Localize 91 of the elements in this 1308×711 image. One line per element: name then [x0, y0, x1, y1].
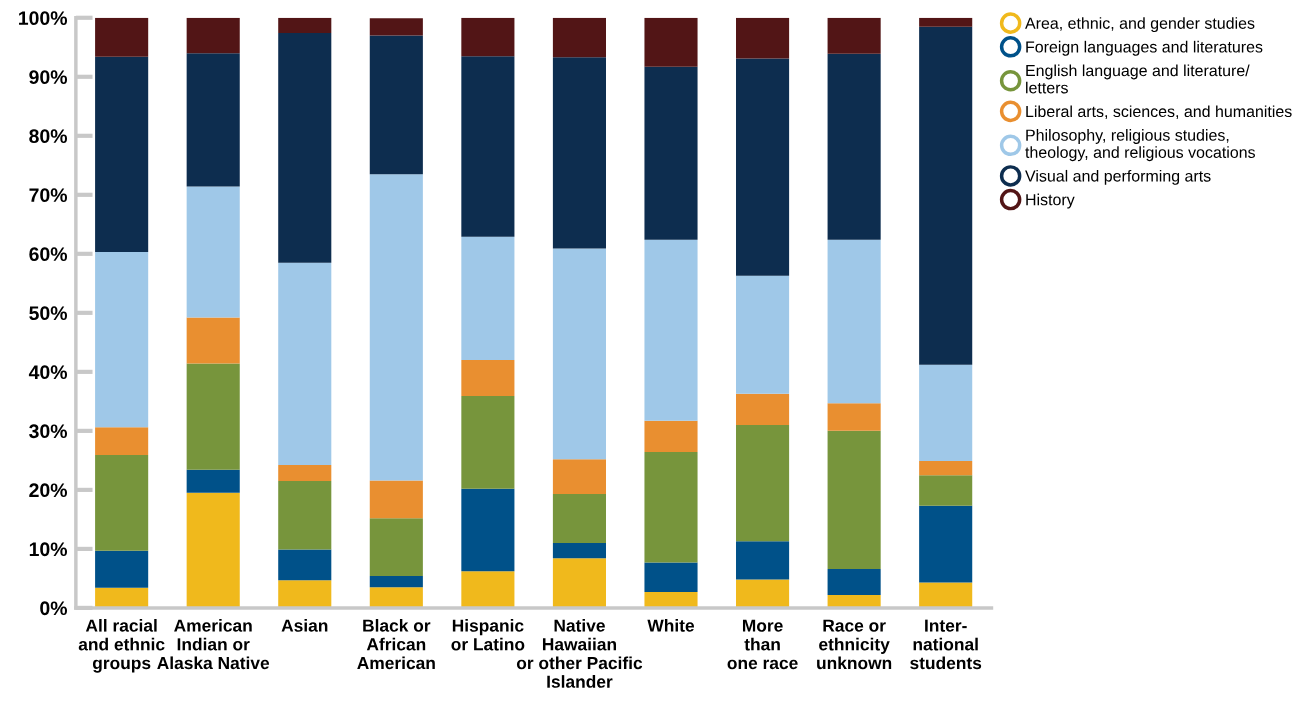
bar [736, 393, 790, 425]
bar [95, 252, 149, 428]
bar [552, 494, 606, 543]
bar [186, 317, 240, 364]
legend-label: Liberal arts, sciences, and humanities [1026, 105, 1292, 119]
bar [369, 35, 423, 175]
bar [644, 562, 698, 592]
legend-label: Visual and performing arts [1025, 169, 1211, 185]
bar [95, 427, 149, 456]
bar [736, 424, 790, 542]
bar [552, 57, 606, 249]
x-tick-label: Asian [281, 619, 328, 632]
y-tick-label: 80% [29, 129, 68, 144]
bar [369, 587, 423, 608]
bar [644, 239, 698, 421]
bar [827, 430, 881, 569]
bar [552, 542, 606, 559]
bar [95, 56, 149, 253]
bar [186, 186, 240, 318]
bar [644, 420, 698, 453]
bar [919, 475, 973, 506]
y-tick-label: 70% [29, 188, 68, 203]
x-tick-label: Black or African American [357, 619, 435, 670]
bar [552, 459, 606, 495]
x-tick-label: More than one race [727, 619, 798, 670]
bar [278, 580, 332, 608]
bar [461, 488, 515, 572]
bar [827, 403, 881, 431]
legend-label: Area, ethnic, and gender studies [1025, 17, 1255, 33]
bar [278, 549, 332, 581]
bar [278, 33, 332, 263]
bar [736, 275, 790, 394]
y-tick-label: 100% [19, 11, 68, 26]
bar [736, 58, 790, 276]
bar [186, 363, 240, 470]
bar [95, 550, 149, 588]
bar [827, 568, 881, 595]
bar [95, 17, 149, 57]
legend-label: Philosophy, religious studies, theology, and religious vocations [1025, 129, 1255, 162]
bar [461, 571, 515, 608]
bar [919, 17, 973, 27]
bar [736, 541, 790, 580]
bar [461, 236, 515, 361]
y-tick-label: 20% [29, 483, 68, 498]
bar [186, 492, 240, 608]
y-tick-label: 0% [40, 601, 68, 616]
y-tick-label: 10% [29, 542, 68, 557]
bar [644, 66, 698, 240]
bar [736, 17, 790, 59]
bar [644, 17, 698, 67]
bar [95, 455, 149, 551]
bar [552, 558, 606, 608]
x-tick-label: Inter- national students [910, 619, 982, 670]
x-tick-label: White [647, 619, 695, 632]
x-tick-label: Race or ethnicity unknown [817, 619, 892, 670]
bar [186, 53, 240, 187]
bar [278, 465, 332, 482]
bar [827, 53, 881, 240]
bar [919, 460, 973, 476]
legend-label: History [1026, 193, 1075, 209]
bar [369, 576, 423, 588]
bar [278, 481, 332, 550]
bar [186, 469, 240, 493]
bar [461, 56, 515, 237]
y-tick-label: 90% [29, 70, 68, 85]
bar [552, 17, 606, 58]
bar [827, 239, 881, 404]
bar [461, 396, 515, 489]
bar [919, 582, 973, 608]
bar [736, 579, 790, 608]
bar [919, 26, 973, 365]
legend-label: English language and literature/ letters [1026, 64, 1250, 94]
bar [827, 17, 881, 54]
bar [919, 364, 973, 461]
y-tick-label: 60% [29, 247, 68, 262]
y-tick-label: 40% [28, 365, 68, 380]
legend-label: Foreign languages and literatures [1026, 40, 1263, 56]
y-tick-label: 30% [29, 424, 68, 439]
bar [186, 17, 240, 54]
bar [369, 174, 423, 481]
bar [278, 17, 332, 34]
bar [369, 480, 423, 519]
bar [644, 452, 698, 563]
bar [278, 262, 332, 466]
bar [369, 518, 423, 577]
bar [369, 18, 423, 36]
bar [461, 17, 515, 57]
bar [552, 248, 606, 460]
bar [919, 505, 973, 583]
y-tick-label: 50% [29, 306, 68, 321]
bar [461, 360, 515, 397]
